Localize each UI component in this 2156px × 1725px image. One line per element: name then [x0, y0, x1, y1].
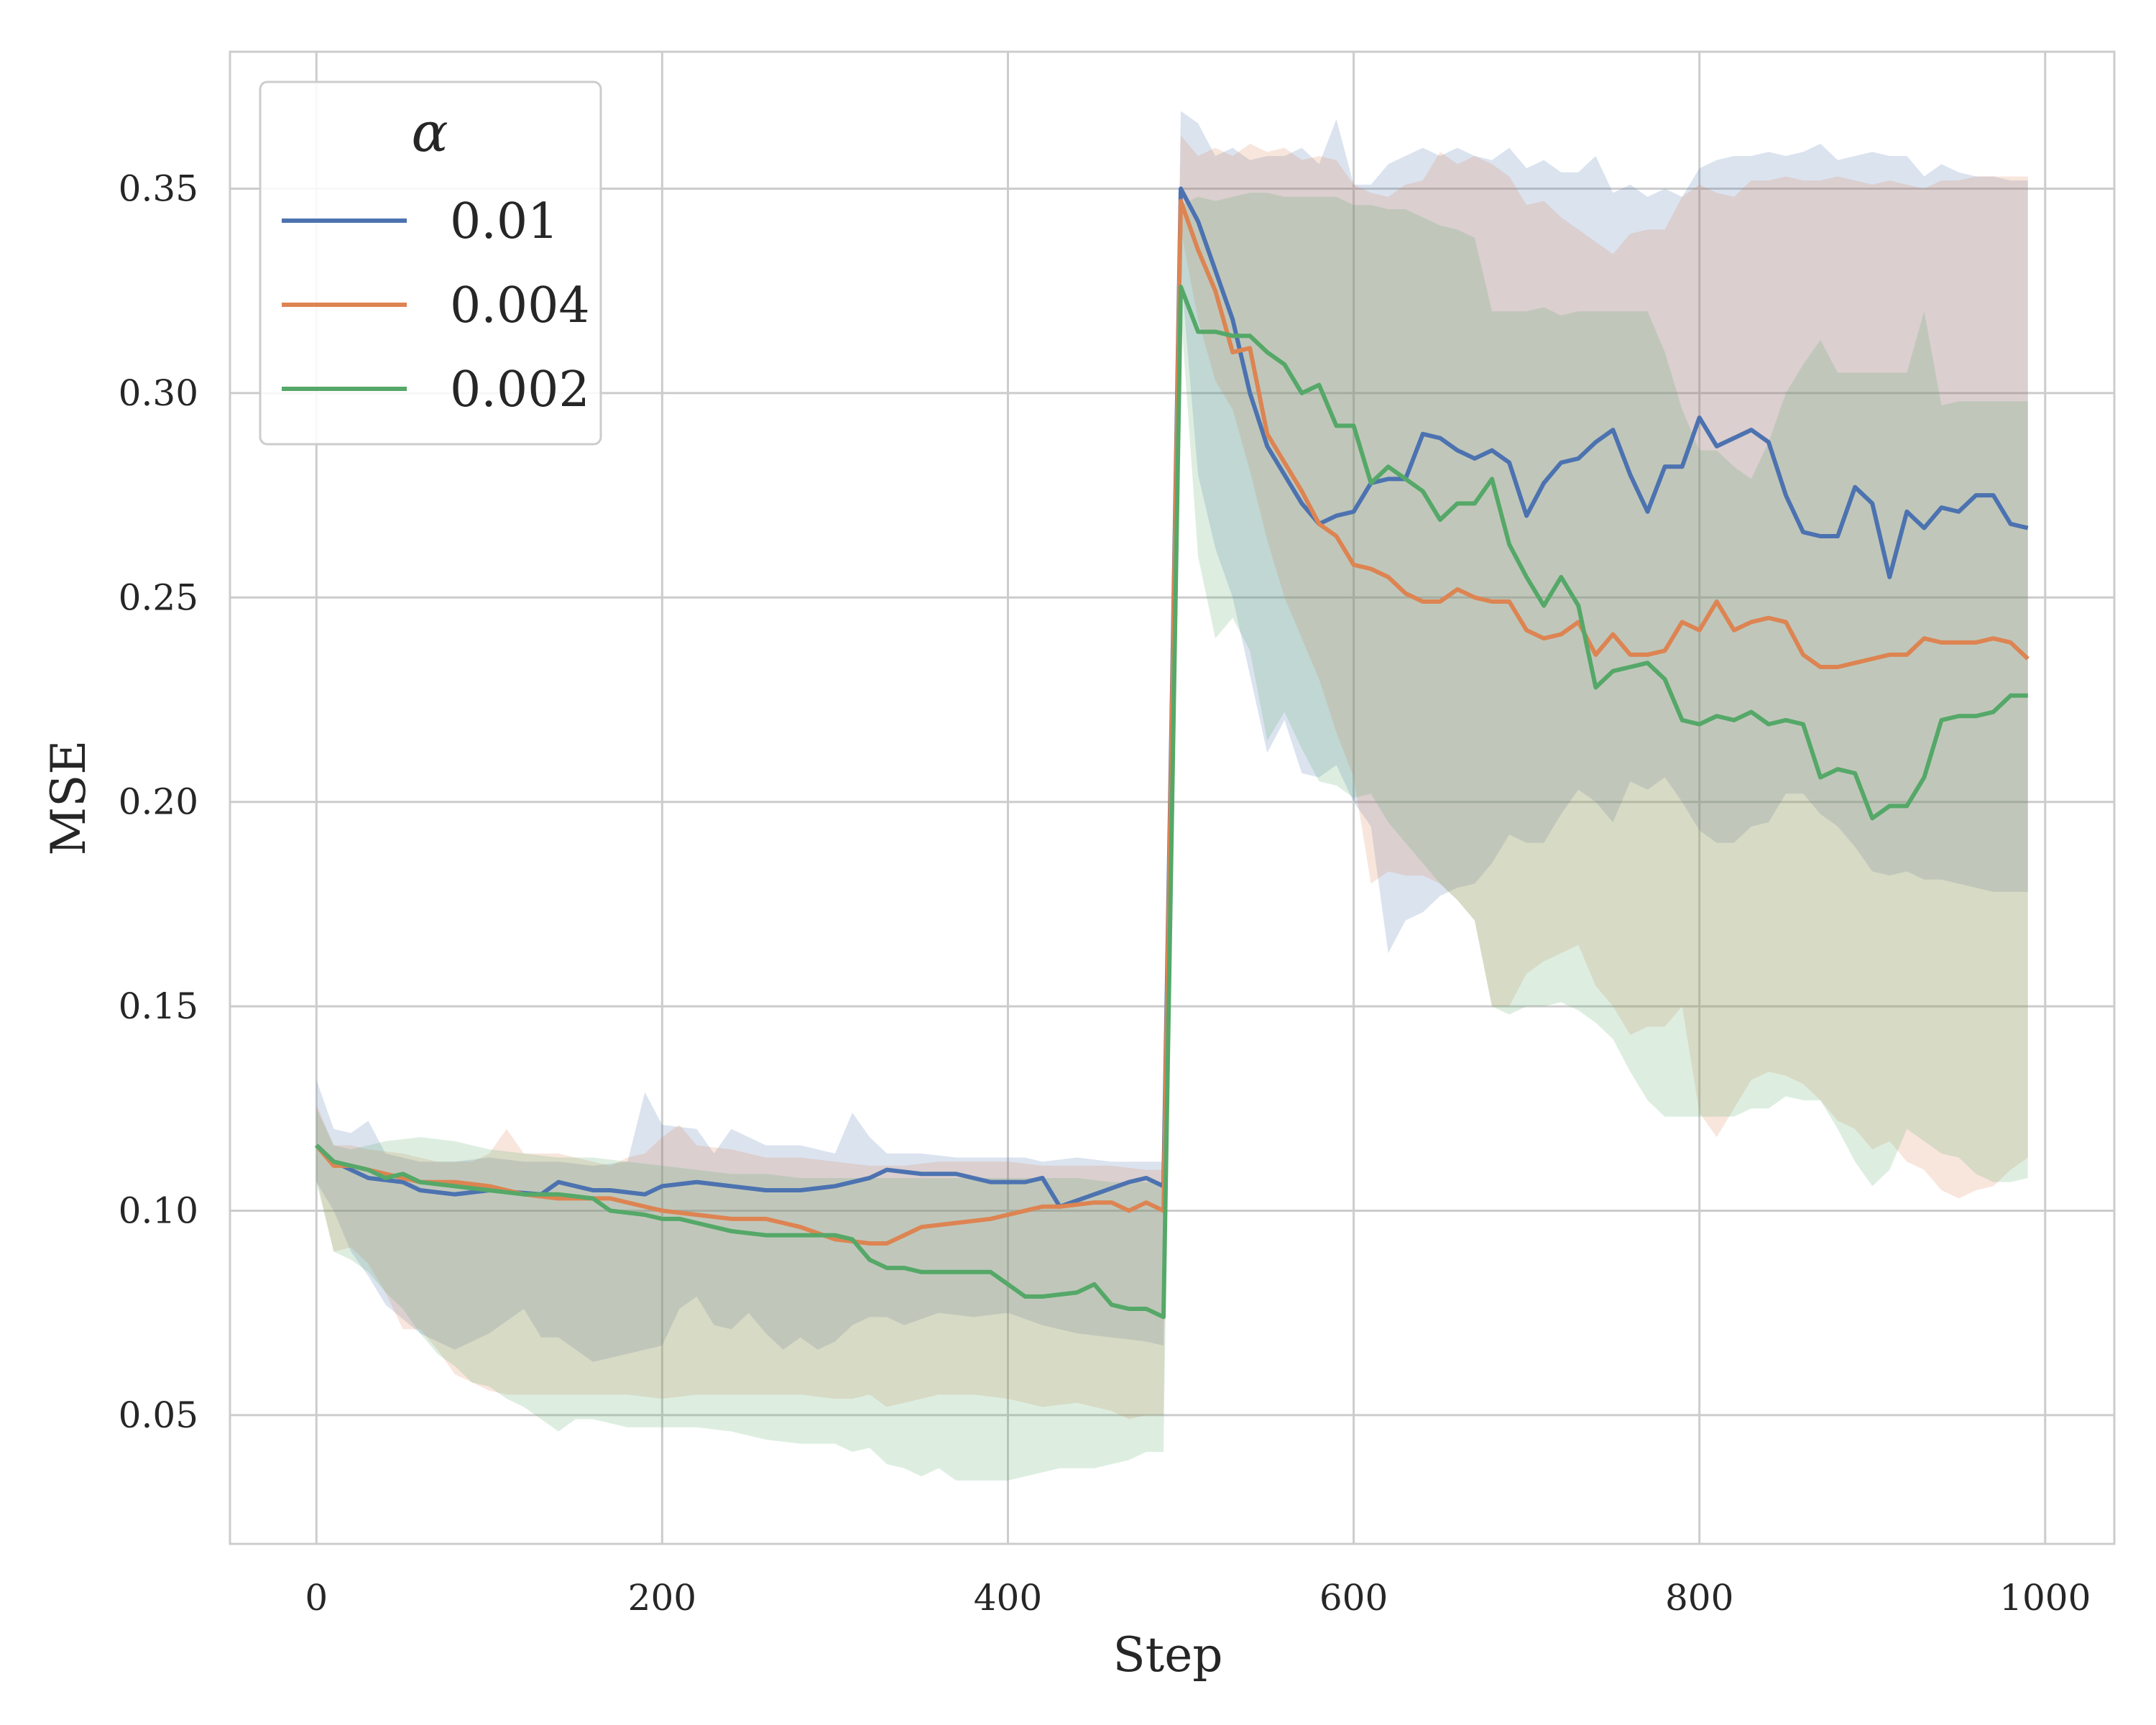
x-axis-label: Step [1112, 1627, 1222, 1683]
series-lines [314, 186, 2030, 1320]
x-tick-labels: 0 200 400 600 800 1000 [305, 1577, 2091, 1619]
legend-entry-label: 0.004 [450, 277, 590, 334]
series-line-0.002 [315, 285, 2028, 1320]
legend-box [259, 80, 602, 446]
legend-title: α [411, 100, 448, 164]
x-tick-label: 800 [1665, 1577, 1733, 1619]
x-tick-label: 400 [974, 1577, 1042, 1619]
y-tick-label: 0.35 [119, 168, 198, 210]
legend-entry-label: 0.002 [450, 362, 590, 418]
y-tick-label: 0.20 [119, 781, 198, 823]
y-tick-label: 0.25 [119, 576, 198, 618]
y-tick-labels: 0.05 0.10 0.15 0.20 0.25 0.30 0.35 [119, 168, 198, 1436]
y-axis-label: MSE [41, 740, 96, 856]
y-tick-label: 0.15 [119, 985, 198, 1027]
legend-entry-label: 0.01 [450, 193, 558, 250]
x-tick-label: 0 [305, 1577, 328, 1619]
x-tick-label: 1000 [1999, 1577, 2091, 1619]
plot-frame [229, 50, 2116, 1545]
legend: α0.01 0.004 0.002 [259, 80, 602, 446]
series-line-0.004 [314, 198, 2030, 1246]
series-line-0.01 [315, 186, 2029, 1209]
y-tick-label: 0.10 [119, 1190, 198, 1231]
x-tick-label: 600 [1319, 1577, 1388, 1619]
y-tick-label: 0.05 [119, 1394, 198, 1436]
x-tick-label: 200 [628, 1577, 696, 1619]
y-tick-label: 0.30 [119, 372, 198, 414]
